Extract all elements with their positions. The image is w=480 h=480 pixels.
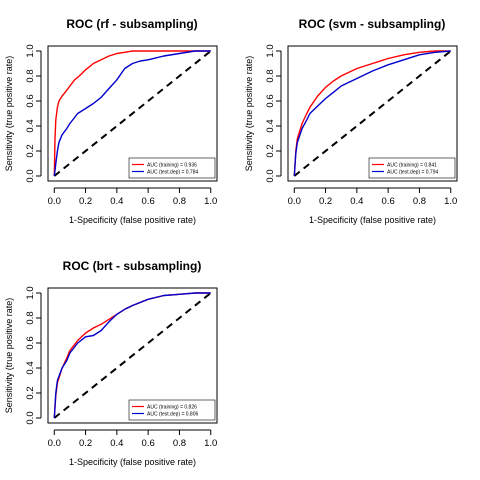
y-tick-label: 0.4 [25, 119, 36, 132]
y-tick-label: 0.0 [265, 169, 276, 182]
y-tick-label: 1.0 [25, 286, 36, 299]
roc-curve-series-2 [53, 292, 211, 419]
roc-panel-3: ROC (brt - subsampling) 0.0 0.2 0.4 0.6 0.8 1.… [4, 259, 218, 467]
y-tick-label: 0.8 [265, 69, 276, 82]
roc-panel-2: ROC (svm - subsampling) 0.0 0.2 0.4 0.6 0.8 1.… [244, 17, 458, 225]
y-axis-title: Sensitivity (true positive rate) [244, 56, 254, 172]
roc-curve-series-1 [53, 50, 211, 177]
plot-frame [47, 45, 218, 182]
x-tick-label: 0.0 [48, 196, 61, 207]
plot-frame [47, 287, 218, 424]
x-axis-title: 1-Specificity (false positive rate) [309, 215, 436, 225]
x-tick-label: 0.0 [48, 438, 61, 449]
legend-entry: AUC (training) = 0.826 [147, 404, 197, 410]
x-tick-label: 0.2 [79, 196, 92, 207]
chart-title: ROC (rf - subsampling) [66, 17, 197, 31]
legend-box [368, 157, 456, 179]
y-tick-label: 0.2 [25, 386, 36, 399]
y-axis-title: Sensitivity (true positive rate) [4, 56, 14, 172]
y-tick-label: 0.2 [25, 144, 36, 157]
legend-entry: AUC (test.dep) = 0.784 [147, 169, 198, 175]
chart-title: ROC (svm - subsampling) [299, 17, 446, 31]
y-tick-label: 0.6 [265, 94, 276, 107]
x-tick-label: 0.6 [382, 196, 395, 207]
legend-entry: AUC (test.dep) = 0.794 [387, 169, 438, 175]
y-tick-label: 1.0 [265, 44, 276, 57]
x-tick-label: 0.8 [413, 196, 426, 207]
x-tick-label: 0.8 [173, 438, 186, 449]
x-tick-label: 0.2 [319, 196, 332, 207]
y-tick-label: 1.0 [25, 44, 36, 57]
reference-diagonal-line [293, 50, 452, 177]
y-tick-label: 0.8 [25, 311, 36, 324]
roc-curve-series-2 [293, 50, 451, 177]
reference-diagonal-line [53, 50, 212, 177]
y-tick-label: 0.6 [25, 94, 36, 107]
y-tick-label: 0.8 [25, 69, 36, 82]
y-tick-label: 0.6 [25, 336, 36, 349]
x-tick-label: 0.6 [142, 196, 155, 207]
legend-box [128, 157, 216, 179]
reference-diagonal-line [53, 292, 212, 419]
x-tick-label: 0.4 [110, 438, 123, 449]
x-tick-label: 0.2 [79, 438, 92, 449]
x-tick-label: 0.4 [110, 196, 123, 207]
legend-entry: AUC (training) = 0.936 [147, 162, 197, 168]
legend-box [128, 399, 216, 421]
roc-panel-1: ROC (rf - subsampling) 0.0 0.2 0.4 0.6 0.8 1.0… [4, 17, 218, 225]
chart-title: ROC (brt - subsampling) [63, 259, 202, 273]
x-axis-title: 1-Specificity (false positive rate) [69, 215, 196, 225]
y-axis-title: Sensitivity (true positive rate) [4, 298, 14, 414]
x-tick-label: 0.4 [350, 196, 363, 207]
y-tick-label: 0.4 [25, 361, 36, 374]
x-tick-label: 1.0 [444, 196, 457, 207]
y-tick-label: 0.0 [25, 169, 36, 182]
y-tick-label: 0.2 [265, 144, 276, 157]
x-axis-title: 1-Specificity (false positive rate) [69, 457, 196, 467]
x-tick-label: 1.0 [204, 438, 217, 449]
legend-entry: AUC (test.dep) = 0.806 [147, 411, 198, 417]
y-tick-label: 0.4 [265, 119, 276, 132]
plot-frame [287, 45, 458, 182]
x-tick-label: 0.8 [173, 196, 186, 207]
y-tick-label: 0.0 [25, 411, 36, 424]
roc-curve-series-2 [53, 50, 211, 177]
x-tick-label: 1.0 [204, 196, 217, 207]
roc-curve-series-1 [293, 50, 451, 177]
legend-entry: AUC (training) = 0.841 [387, 162, 437, 168]
x-tick-label: 0.6 [142, 438, 155, 449]
x-tick-label: 0.0 [288, 196, 301, 207]
